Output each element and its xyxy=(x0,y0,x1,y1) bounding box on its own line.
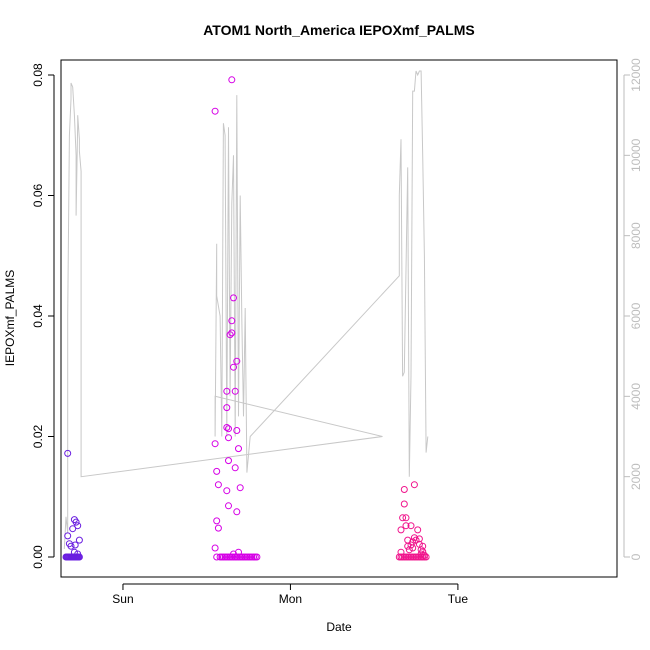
altitude-line xyxy=(63,70,429,550)
y-axis-label: IEPOXmf_PALMS xyxy=(3,270,17,366)
scatter-point xyxy=(233,508,241,516)
y-tick-label: 0.08 xyxy=(31,63,45,87)
scatter-point xyxy=(64,532,72,540)
plot-box xyxy=(60,59,618,578)
scatter-point xyxy=(72,518,80,526)
scatter-point xyxy=(412,536,420,544)
scatter-point xyxy=(211,107,219,115)
x-tick-label: Tue xyxy=(448,592,469,606)
scatter-point xyxy=(407,522,415,530)
scatter-point xyxy=(223,424,231,431)
scatter-point xyxy=(231,464,239,472)
scatter-point xyxy=(228,329,236,337)
scatter-point xyxy=(409,544,417,552)
y-axis-right: 0 2000 4000 6000 8000 10000 12000 xyxy=(623,58,643,560)
y2-tick-label: 8000 xyxy=(629,222,643,249)
scatter-series-2 xyxy=(211,76,261,561)
scatter-series-1 xyxy=(62,449,83,561)
scatter-point xyxy=(233,357,241,365)
y2-tick-label: 0 xyxy=(629,553,643,560)
y-tick-label: 0.02 xyxy=(31,424,45,448)
scatter-point xyxy=(399,514,407,522)
scatter-point xyxy=(400,500,408,508)
scatter-point xyxy=(214,481,222,489)
scatter-point xyxy=(211,544,219,552)
y2-tick-label: 4000 xyxy=(629,383,643,410)
scatter-point xyxy=(405,546,413,554)
scatter-point xyxy=(230,294,237,302)
scatter-point xyxy=(74,522,82,530)
scatter-point xyxy=(225,434,232,442)
x-tick-label: Mon xyxy=(279,592,302,606)
scatter-point xyxy=(75,536,83,544)
scatter-point xyxy=(402,522,410,530)
y2-tick-label: 12000 xyxy=(629,58,643,92)
scatter-point xyxy=(415,535,423,543)
scatter-point xyxy=(228,76,236,84)
scatter-series-3 xyxy=(395,481,430,561)
scatter-point xyxy=(223,404,231,412)
scatter-point xyxy=(397,526,405,534)
scatter-point xyxy=(67,542,75,550)
scatter-point xyxy=(253,553,261,561)
scatter-point xyxy=(69,525,77,533)
scatter-point xyxy=(402,514,410,522)
scatter-point xyxy=(236,484,244,492)
x-tick-label: Sun xyxy=(112,592,133,606)
scatter-point xyxy=(228,317,236,325)
scatter-point xyxy=(422,553,430,561)
x-axis: Sun Mon Tue xyxy=(112,583,469,606)
scatter-point xyxy=(414,526,422,534)
scatter-point xyxy=(419,542,427,550)
scatter-point xyxy=(213,553,221,561)
scatter-point xyxy=(410,481,418,489)
y-tick-label: 0.00 xyxy=(31,545,45,569)
chart-title: ATOM1 North_America IEPOXmf_PALMS xyxy=(203,22,475,38)
scatter-point xyxy=(213,467,221,475)
scatter-point xyxy=(235,445,242,453)
scatter-points-layer xyxy=(62,76,430,561)
scatter-point xyxy=(213,517,221,525)
y-axis-left: 0.00 0.02 0.04 0.06 0.08 xyxy=(31,63,55,569)
scatter-point xyxy=(223,387,231,395)
y-tick-label: 0.04 xyxy=(31,304,45,328)
scatter-point xyxy=(211,440,219,448)
scatter-point xyxy=(223,487,231,495)
y2-tick-label: 2000 xyxy=(629,463,643,490)
y2-tick-label: 6000 xyxy=(629,302,643,329)
scatter-point xyxy=(71,541,79,549)
scatter-point xyxy=(417,546,425,554)
scatter-point xyxy=(64,449,72,457)
scatter-point xyxy=(230,363,237,371)
scatter-point xyxy=(231,387,239,395)
scatter-point xyxy=(225,425,232,433)
y2-tick-label: 10000 xyxy=(629,138,643,172)
scatter-point xyxy=(225,457,232,465)
scatter-point xyxy=(75,553,83,561)
scatter-point xyxy=(214,524,222,532)
scatter-point xyxy=(226,331,234,339)
x-axis-label: Date xyxy=(326,620,352,634)
scatter-point xyxy=(397,548,405,556)
altitude-line-layer xyxy=(63,70,429,550)
y-tick-label: 0.06 xyxy=(31,183,45,207)
scatter-point xyxy=(225,502,232,510)
scatter-point xyxy=(233,427,241,434)
scatter-point xyxy=(400,486,408,493)
